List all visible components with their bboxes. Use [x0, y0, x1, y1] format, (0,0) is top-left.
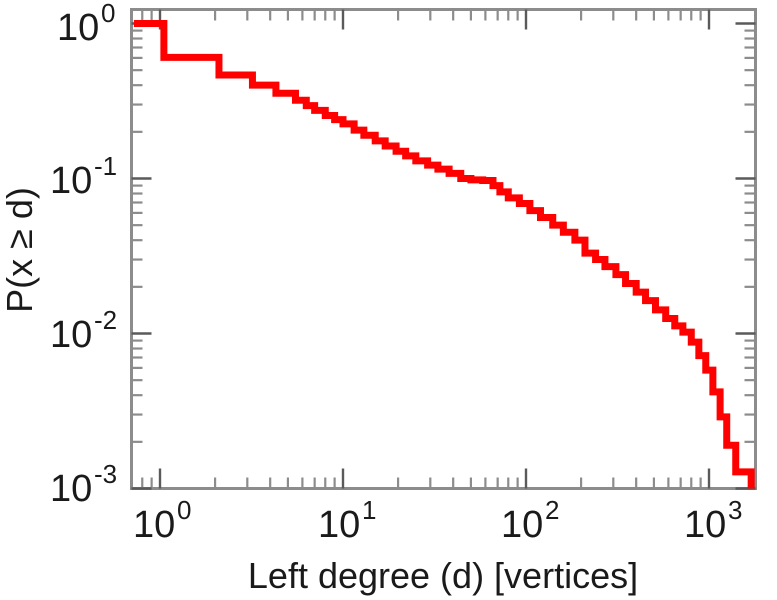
y-tick-exp-0.1: -1 — [94, 151, 117, 181]
series-group — [133, 20, 755, 489]
x-tick-label-1: 10 — [133, 504, 175, 546]
tick-marks — [130, 9, 756, 490]
x-tick-label-100: 10 — [501, 504, 543, 546]
y-tick-exp-0.001: -3 — [94, 459, 117, 489]
y-tick-label-0.001: 10 — [50, 468, 92, 510]
x-tick-exp-1: 0 — [177, 495, 191, 525]
x-tick-exp-100: 2 — [545, 495, 559, 525]
y-tick-labels: 10 0 10 -1 10 -2 10 -3 — [50, 0, 117, 510]
y-tick-label-1: 10 — [57, 7, 99, 49]
y-tick-label-0.01: 10 — [50, 314, 92, 356]
y-axis-title: P(x ≥ d) — [0, 187, 40, 313]
x-tick-exp-1000: 3 — [728, 495, 742, 525]
y-tick-exp-1: 0 — [101, 0, 115, 28]
x-tick-label-1000: 10 — [684, 504, 726, 546]
series-line-left-degree-ccdf — [133, 20, 755, 489]
y-tick-exp-0.01: -2 — [94, 305, 117, 335]
axis-frame-path — [130, 8, 757, 490]
x-tick-label-10: 10 — [318, 504, 360, 546]
x-tick-exp-10: 1 — [362, 495, 376, 525]
axes-frame — [130, 8, 757, 490]
y-tick-label-0.1: 10 — [50, 160, 92, 202]
x-tick-labels: 10 0 10 1 10 2 10 3 — [133, 495, 742, 546]
x-axis-title: Left degree (d) [vertices] — [248, 555, 638, 596]
